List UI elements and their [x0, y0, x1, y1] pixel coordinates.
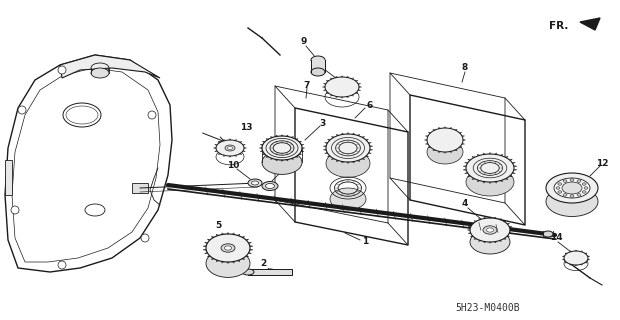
- Ellipse shape: [264, 269, 276, 275]
- Text: 7: 7: [304, 81, 310, 90]
- Text: 1: 1: [362, 237, 368, 246]
- Circle shape: [58, 261, 66, 269]
- Text: 4: 4: [462, 199, 468, 209]
- Text: 8: 8: [462, 63, 468, 73]
- Ellipse shape: [311, 56, 325, 64]
- Ellipse shape: [564, 251, 588, 265]
- Text: FR.: FR.: [549, 21, 568, 31]
- Ellipse shape: [570, 179, 574, 181]
- Ellipse shape: [262, 150, 302, 174]
- Ellipse shape: [248, 179, 262, 187]
- Circle shape: [141, 234, 149, 242]
- Text: 5H23-M0400B: 5H23-M0400B: [455, 303, 520, 313]
- Text: 10: 10: [227, 162, 239, 171]
- Ellipse shape: [265, 183, 275, 188]
- Text: 5: 5: [215, 221, 221, 230]
- Ellipse shape: [466, 154, 514, 182]
- Text: 3: 3: [319, 119, 325, 129]
- Ellipse shape: [206, 249, 250, 277]
- Ellipse shape: [554, 178, 590, 198]
- Circle shape: [58, 66, 66, 74]
- Ellipse shape: [483, 226, 497, 234]
- Ellipse shape: [466, 168, 514, 196]
- Bar: [132, 183, 148, 193]
- Ellipse shape: [563, 194, 567, 196]
- Text: 13: 13: [240, 124, 252, 132]
- Ellipse shape: [562, 182, 582, 194]
- Bar: [248, 269, 292, 275]
- Ellipse shape: [582, 183, 586, 185]
- Ellipse shape: [206, 234, 250, 262]
- Ellipse shape: [427, 140, 463, 164]
- Polygon shape: [580, 18, 600, 30]
- Text: 9: 9: [301, 37, 307, 46]
- Ellipse shape: [546, 187, 598, 217]
- Text: 6: 6: [367, 101, 373, 110]
- Ellipse shape: [252, 181, 259, 185]
- Text: 2: 2: [260, 260, 266, 268]
- Ellipse shape: [330, 188, 366, 210]
- Ellipse shape: [85, 204, 105, 216]
- Ellipse shape: [563, 180, 567, 182]
- Ellipse shape: [556, 187, 560, 189]
- Ellipse shape: [224, 246, 231, 250]
- Ellipse shape: [577, 194, 581, 196]
- Circle shape: [11, 206, 19, 214]
- Ellipse shape: [584, 187, 588, 189]
- Ellipse shape: [262, 181, 278, 190]
- Ellipse shape: [63, 103, 101, 127]
- Ellipse shape: [570, 195, 574, 197]
- Ellipse shape: [470, 218, 510, 242]
- Ellipse shape: [221, 244, 235, 252]
- Text: 15: 15: [314, 60, 326, 69]
- Ellipse shape: [546, 173, 598, 203]
- Ellipse shape: [325, 77, 359, 97]
- Polygon shape: [60, 55, 160, 78]
- Ellipse shape: [487, 228, 494, 232]
- Ellipse shape: [228, 147, 232, 149]
- Circle shape: [148, 111, 156, 119]
- Bar: [311, 60, 325, 72]
- Ellipse shape: [225, 145, 235, 151]
- Ellipse shape: [326, 134, 370, 162]
- Ellipse shape: [326, 149, 370, 177]
- Ellipse shape: [558, 183, 562, 185]
- Text: 14: 14: [550, 234, 562, 243]
- Ellipse shape: [427, 128, 463, 152]
- Circle shape: [18, 106, 26, 114]
- Ellipse shape: [543, 231, 553, 237]
- Ellipse shape: [242, 269, 254, 275]
- Polygon shape: [5, 55, 172, 272]
- Polygon shape: [5, 160, 12, 195]
- Ellipse shape: [91, 68, 109, 78]
- Ellipse shape: [582, 191, 586, 193]
- Ellipse shape: [558, 191, 562, 193]
- Ellipse shape: [311, 68, 325, 76]
- Ellipse shape: [262, 136, 302, 160]
- Ellipse shape: [216, 140, 244, 156]
- Ellipse shape: [577, 180, 581, 182]
- Ellipse shape: [470, 230, 510, 254]
- Text: 11: 11: [279, 164, 291, 172]
- Text: 12: 12: [596, 158, 608, 167]
